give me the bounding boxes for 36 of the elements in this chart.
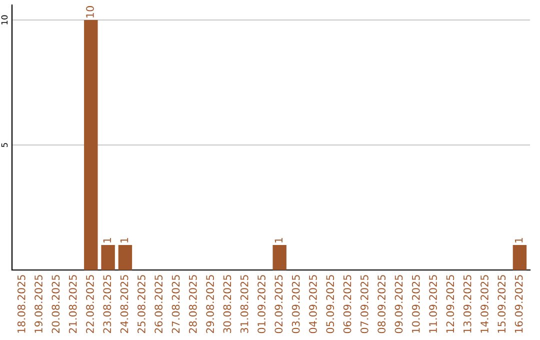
x-tick-label: 25.08.2025 <box>138 275 146 334</box>
y-tick-label: 5 <box>1 143 8 148</box>
x-tick-label: 10.09.2025 <box>412 275 420 333</box>
x-tick-label: 02.09.2025 <box>274 275 283 334</box>
x-tick-label: 27.08.2025 <box>172 275 180 334</box>
x-tick-label: 15.09.2025 <box>498 275 506 333</box>
x-tick-label: 20.08.2025 <box>52 275 60 334</box>
x-tick-label: 16.09.2025 <box>514 275 523 333</box>
x-tick-label: 24.08.2025 <box>120 275 128 334</box>
x-tick-label: 31.08.2025 <box>240 275 248 334</box>
data-label: 1 <box>514 238 523 242</box>
x-tick-label: 05.09.2025 <box>326 275 334 334</box>
data-label: 1 <box>120 238 128 242</box>
data-label: 10 <box>86 6 94 18</box>
x-tick-label: 09.09.2025 <box>394 275 403 334</box>
x-tick-label: 06.09.2025 <box>343 275 352 334</box>
x-tick-label: 19.08.2025 <box>34 275 42 333</box>
x-tick-label: 23.08.2025 <box>103 275 112 334</box>
x-tick-label: 29.08.2025 <box>206 275 214 334</box>
x-tick-label: 13.09.2025 <box>463 275 472 333</box>
x-tick-label: 11.09.2025 <box>429 275 437 333</box>
x-tick-label: 12.09.2025 <box>446 275 454 333</box>
x-tick-label: 30.08.2025 <box>223 275 232 334</box>
x-tick-label: 01.09.2025 <box>258 275 266 334</box>
data-label: 1 <box>274 238 282 242</box>
x-tick-label: 26.08.2025 <box>154 275 163 334</box>
data-label: 1 <box>103 238 111 242</box>
x-tick-label: 28.08.2025 <box>188 275 197 334</box>
x-tick-label: 21.08.2025 <box>68 275 77 334</box>
x-tick-label: 07.09.2025 <box>360 275 368 334</box>
x-tick-label: 18.08.2025 <box>17 275 26 333</box>
x-tick-label: 08.09.2025 <box>378 275 386 334</box>
x-tick-label: 14.09.2025 <box>480 275 488 333</box>
x-tick-label: 04.09.2025 <box>309 275 317 334</box>
x-tick-label: 22.08.2025 <box>86 275 94 334</box>
x-tick-label: 03.09.2025 <box>292 275 300 334</box>
